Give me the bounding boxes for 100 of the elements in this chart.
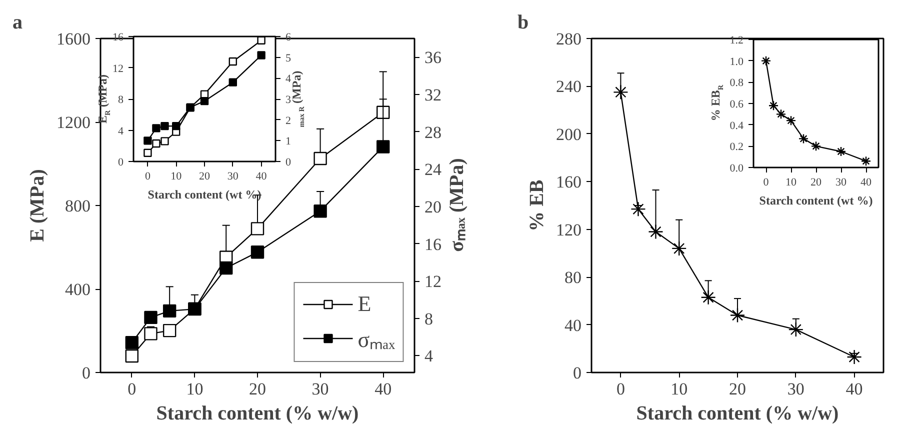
y2-tick-label: 8 — [424, 309, 433, 328]
y-tick-label: 0.8 — [730, 77, 744, 90]
y2-tick-label: 3 — [286, 94, 292, 106]
point — [376, 140, 390, 154]
point — [788, 322, 804, 338]
y-axis-title: % EB — [526, 180, 548, 232]
x-axis-title: Starch content (% w/w) — [156, 402, 359, 424]
y2-tick-label: 24 — [424, 160, 442, 180]
y-tick-label: 80 — [564, 268, 582, 288]
point — [152, 139, 160, 148]
y2-axis-title: σₘₐₓ (MPa) — [446, 158, 468, 252]
y2-tick-label: 32 — [424, 85, 442, 104]
y-tick-label: 1600 — [56, 30, 90, 48]
point — [152, 124, 160, 132]
y-tick-label: 400 — [65, 280, 90, 299]
point — [257, 36, 266, 45]
y2-tick-label: 12 — [424, 272, 442, 292]
y-tick-label: 280 — [556, 30, 582, 48]
x-tick-label: 10 — [186, 380, 204, 398]
x-tick-label: 10 — [786, 176, 797, 188]
point — [162, 324, 176, 338]
point — [613, 84, 628, 100]
y-tick-label: 0.4 — [730, 120, 744, 132]
y-tick-label: 1.0 — [730, 56, 744, 68]
point — [144, 136, 152, 145]
y2-tick-label: 4 — [424, 346, 434, 366]
point — [162, 304, 176, 318]
point — [776, 109, 786, 120]
y2-tick-label: 28 — [424, 122, 442, 142]
point — [798, 134, 809, 144]
point — [220, 261, 233, 275]
point — [144, 148, 152, 158]
x-tick-label: 0 — [616, 380, 625, 398]
y-tick-label: 0.0 — [730, 162, 744, 174]
y2-tick-label: 4 — [286, 73, 292, 86]
y2-tick-label: 1 — [286, 136, 291, 148]
y-tick-label: 12 — [112, 62, 124, 75]
point — [160, 137, 169, 146]
y2-tick-label: 36 — [424, 48, 442, 68]
point — [144, 327, 158, 340]
point — [376, 106, 390, 119]
point — [810, 141, 822, 152]
legend-label: σₘₐₓ — [358, 326, 395, 353]
x-axis-title: Starch content (wt %) — [148, 188, 262, 202]
x-tick-label: 30 — [227, 170, 239, 182]
y-tick-label: 120 — [556, 220, 582, 240]
point — [250, 222, 264, 236]
point — [228, 57, 237, 66]
x-tick-label: 40 — [256, 170, 268, 182]
point — [768, 100, 779, 111]
y-tick-label: 8 — [118, 94, 124, 106]
point — [250, 246, 264, 259]
point — [228, 78, 237, 86]
y-tick-label: 4 — [118, 125, 124, 138]
point — [730, 308, 746, 323]
point — [786, 115, 796, 126]
point — [672, 240, 687, 256]
x-tick-label: 40 — [374, 380, 392, 398]
x-tick-label: 20 — [199, 170, 210, 182]
y2-tick-label: 2 — [286, 114, 291, 127]
chart-title: a — [12, 12, 22, 34]
point — [125, 336, 138, 350]
x-tick-label: 40 — [860, 176, 872, 188]
x-tick-label: 30 — [312, 380, 329, 398]
x-tick-label: 0 — [763, 176, 770, 188]
point — [160, 122, 169, 130]
y2-tick-label: 5 — [286, 52, 292, 64]
point — [648, 224, 664, 240]
y-tick-label: 1200 — [56, 113, 90, 132]
x-tick-label: 20 — [249, 380, 266, 398]
point — [257, 51, 266, 60]
y-tick-label: 0.6 — [730, 98, 744, 110]
x-tick-label: 0 — [144, 170, 151, 182]
x-tick-label: 20 — [810, 176, 822, 188]
y-tick-label: 800 — [65, 196, 90, 216]
y-tick-label: 200 — [556, 124, 582, 144]
point — [700, 290, 716, 305]
legend-label: E — [358, 291, 372, 317]
point — [144, 310, 158, 324]
y-tick-label: 0 — [573, 364, 582, 382]
x-tick-label: 20 — [729, 380, 746, 398]
y-tick-label: 40 — [564, 316, 582, 335]
chart-title: b — [518, 12, 529, 34]
y-tick-label: 0 — [82, 364, 90, 382]
point — [846, 349, 862, 365]
y-tick-label: 0.2 — [730, 141, 744, 154]
point — [314, 204, 327, 218]
y2-tick-label: 16 — [424, 234, 442, 254]
point — [172, 122, 180, 130]
y-tick-label: 0 — [118, 156, 124, 168]
point — [314, 152, 327, 166]
y2-tick-label: 20 — [424, 197, 442, 216]
x-tick-label: 40 — [846, 380, 863, 398]
y-tick-label: 240 — [556, 77, 582, 96]
point — [630, 201, 646, 217]
point — [200, 96, 209, 106]
point — [836, 146, 846, 157]
x-tick-label: 30 — [836, 176, 847, 188]
x-tick-label: 10 — [170, 170, 182, 182]
x-axis-title: Starch content (% w/w) — [636, 402, 839, 424]
